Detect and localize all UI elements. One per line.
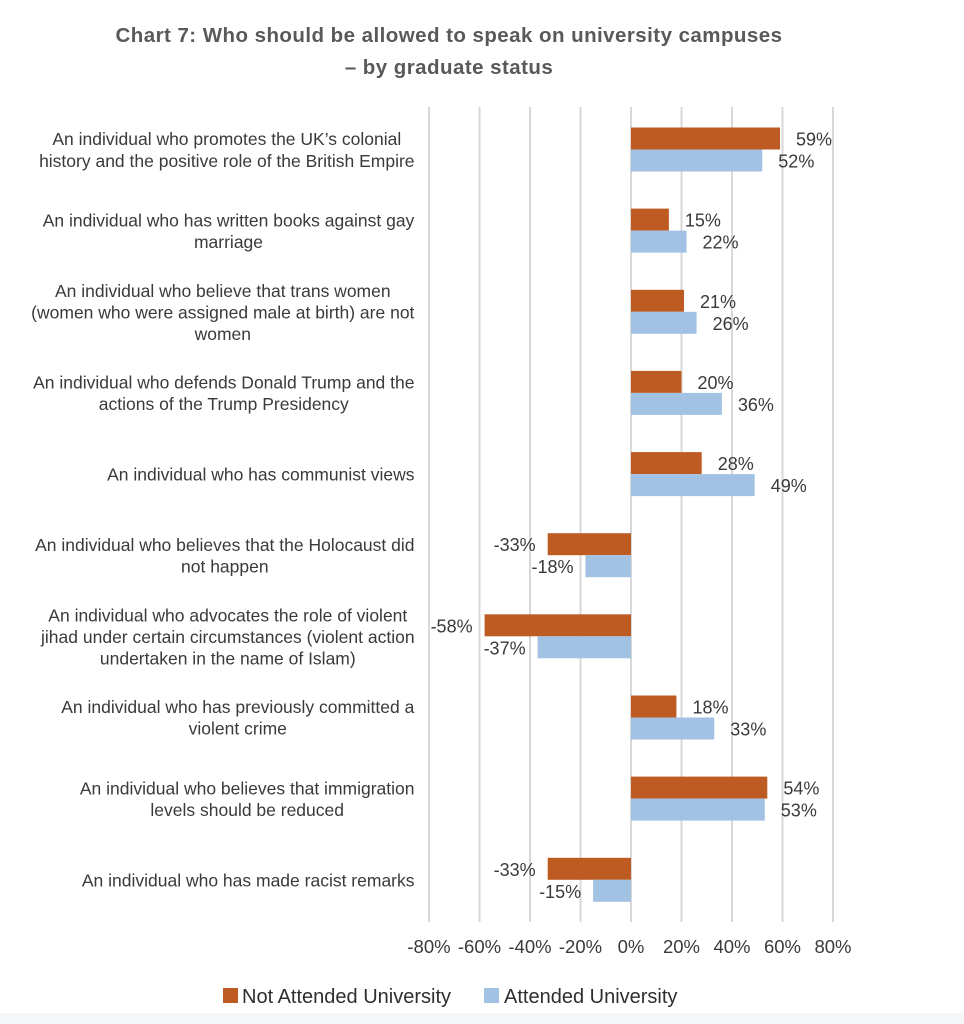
svg-text:(women who were assigned male: (women who were assigned male at birth) … — [31, 302, 414, 322]
svg-text:-40%: -40% — [508, 936, 551, 957]
svg-text:An individual who defends Dona: An individual who defends Donald Trump a… — [33, 373, 414, 393]
svg-text:levels should be reduced: levels should be reduced — [150, 800, 344, 820]
svg-text:54%: 54% — [783, 779, 819, 799]
svg-text:80%: 80% — [814, 936, 851, 957]
svg-text:-33%: -33% — [494, 860, 536, 880]
svg-text:18%: 18% — [693, 698, 729, 718]
svg-text:28%: 28% — [718, 454, 754, 474]
svg-text:-18%: -18% — [531, 557, 573, 577]
svg-text:An individual who promotes the: An individual who promotes the UK’s colo… — [52, 129, 401, 149]
svg-text:not happen: not happen — [181, 557, 269, 577]
svg-text:59%: 59% — [796, 130, 832, 150]
svg-text:20%: 20% — [698, 373, 734, 393]
svg-text:20%: 20% — [663, 936, 700, 957]
svg-text:marriage: marriage — [194, 232, 263, 252]
svg-text:40%: 40% — [713, 936, 750, 957]
svg-text:An individual who believes tha: An individual who believes that the Holo… — [35, 535, 414, 555]
svg-text:actions of the Trump Presidenc: actions of the Trump Presidency — [99, 394, 349, 414]
svg-text:-37%: -37% — [484, 638, 526, 658]
svg-text:Not Attended University: Not Attended University — [242, 986, 451, 1008]
svg-text:-58%: -58% — [431, 616, 473, 636]
svg-text:52%: 52% — [778, 152, 814, 172]
svg-text:– by graduate status: – by graduate status — [345, 56, 553, 79]
svg-text:60%: 60% — [764, 936, 801, 957]
svg-text:53%: 53% — [781, 801, 817, 821]
svg-text:-20%: -20% — [559, 936, 602, 957]
svg-text:An individual who believes tha: An individual who believes that immigrat… — [80, 778, 415, 798]
svg-text:undertaken in the name of Isla: undertaken in the name of Islam) — [100, 648, 356, 668]
svg-text:An individual who has written: An individual who has written books agai… — [43, 210, 415, 230]
svg-text:-15%: -15% — [539, 882, 581, 902]
svg-text:An individual who has previous: An individual who has previously committ… — [61, 697, 414, 717]
svg-text:26%: 26% — [713, 314, 749, 334]
svg-text:15%: 15% — [685, 211, 721, 231]
svg-text:violent crime: violent crime — [189, 719, 287, 739]
svg-text:An individual who believe that: An individual who believe that trans wom… — [55, 281, 391, 301]
svg-text:-33%: -33% — [494, 535, 536, 555]
svg-text:Chart 7: Who should be allowed: Chart 7: Who should be allowed to speak … — [116, 24, 783, 47]
svg-text:-60%: -60% — [458, 936, 501, 957]
svg-text:22%: 22% — [703, 233, 739, 253]
svg-text:An individual who has made rac: An individual who has made racist remark… — [82, 870, 415, 890]
svg-text:49%: 49% — [771, 476, 807, 496]
svg-text:33%: 33% — [730, 720, 766, 740]
svg-text:An individual who advocates th: An individual who advocates the role of … — [48, 605, 407, 625]
svg-text:Attended University: Attended University — [504, 986, 677, 1008]
svg-text:jihad under certain circumstan: jihad under certain circumstances (viole… — [40, 627, 415, 647]
svg-text:An individual who has communis: An individual who has communist views — [107, 465, 415, 485]
svg-text:36%: 36% — [738, 395, 774, 415]
svg-text:history and the positive role: history and the positive role of the Bri… — [39, 151, 414, 171]
svg-text:women: women — [194, 324, 251, 344]
svg-text:-80%: -80% — [407, 936, 450, 957]
svg-text:21%: 21% — [700, 292, 736, 312]
svg-text:0%: 0% — [618, 936, 645, 957]
